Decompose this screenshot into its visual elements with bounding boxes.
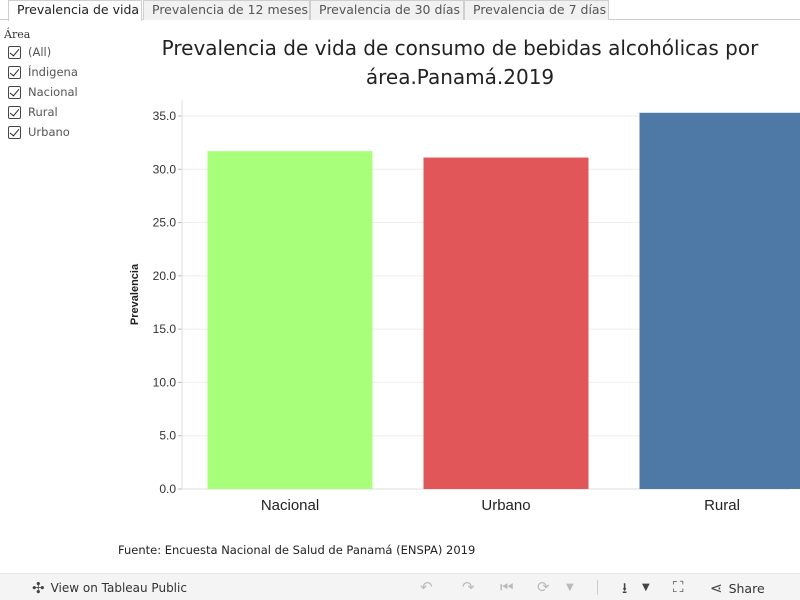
x-category-label: Rural [704,497,740,514]
y-tick-label: 15.0 [153,322,177,336]
filter-item-label: Urbano [28,125,70,139]
view-on-tableau-label: View on Tableau Public [50,581,187,595]
y-tick-label: 25.0 [153,216,177,230]
y-tick-label: 5.0 [159,429,176,443]
filter-item-label: (All) [28,45,52,59]
toolbar-divider [597,580,598,595]
tab-prevalencia-12-meses[interactable]: Prevalencia de 12 meses [143,0,310,20]
tab-prevalencia-de-vida[interactable]: Prevalencia de vida [8,0,142,21]
filter-item-label: Nacional [28,85,78,99]
tab-prevalencia-30-dias[interactable]: Prevalencia de 30 días [310,0,464,20]
bar-rural [639,112,800,490]
x-category-label: Nacional [261,497,319,514]
share-icon: ⋖ [710,579,723,597]
revert-icon[interactable]: ⏮ [500,578,514,596]
y-axis-title: Prevalencia [129,263,141,325]
checkbox-checked-icon[interactable] [8,105,21,119]
filter-item-label: Rural [28,105,58,119]
filter-item-rural[interactable]: Rural [8,102,114,122]
source-note: Fuente: Encuesta Nacional de Salud de Pa… [118,543,476,557]
filter-item-indigena[interactable]: Índigena [8,62,114,82]
filter-item-urbano[interactable]: Urbano [8,122,114,142]
filter-item-label: Índigena [28,65,78,79]
checkbox-checked-icon[interactable] [8,45,21,59]
share-label: Share [728,580,765,596]
filter-item-nacional[interactable]: Nacional [8,82,114,102]
bar-urbano [423,157,589,489]
download-icon[interactable]: ⭳ [622,579,628,597]
checkbox-checked-icon[interactable] [8,125,21,139]
filter-title: Área [4,28,31,41]
bar-nacional [207,151,373,489]
refresh-icon[interactable]: ⟳ [537,578,550,596]
y-tick-label: 30.0 [153,162,177,176]
download-chevron-icon[interactable]: ▼ [642,582,650,593]
tableau-logo-icon: ✣ [32,579,45,597]
chart-title: Prevalencia de vida de consumo de bebida… [161,36,759,89]
filter-item-all[interactable]: (All) [8,42,114,62]
chevron-down-icon[interactable]: ▼ [566,582,574,593]
area-filter: Área (All) Índigena Nacional Rural Urban… [4,28,114,142]
tab-prevalencia-7-dias[interactable]: Prevalencia de 7 días [464,0,609,20]
bar-chart: 0.0 5.0 10.0 15.0 20.0 25.0 30.0 35.0 Prevalenci… [129,100,800,514]
y-tick-label: 35.0 [153,109,177,123]
share-button[interactable]: ⋖ Share [710,579,765,597]
tableau-footer: ✣ View on Tableau Public ↶ ↷ ⏮ ⟳ ▼ ⭳ ▼ ⛶… [0,573,800,600]
tab-bar: Prevalencia de vida Prevalencia de 12 me… [0,0,800,21]
checkbox-checked-icon[interactable] [8,85,21,99]
y-tick-label: 20.0 [153,269,177,283]
fullscreen-icon[interactable]: ⛶ [673,578,684,596]
checkbox-checked-icon[interactable] [8,65,21,79]
y-tick-label: 0.0 [159,482,176,496]
view-on-tableau-link[interactable]: ✣ View on Tableau Public [32,579,187,597]
undo-icon[interactable]: ↶ [420,578,433,596]
y-tick-label: 10.0 [153,375,177,389]
redo-icon[interactable]: ↷ [462,578,475,596]
x-category-label: Urbano [481,497,530,514]
